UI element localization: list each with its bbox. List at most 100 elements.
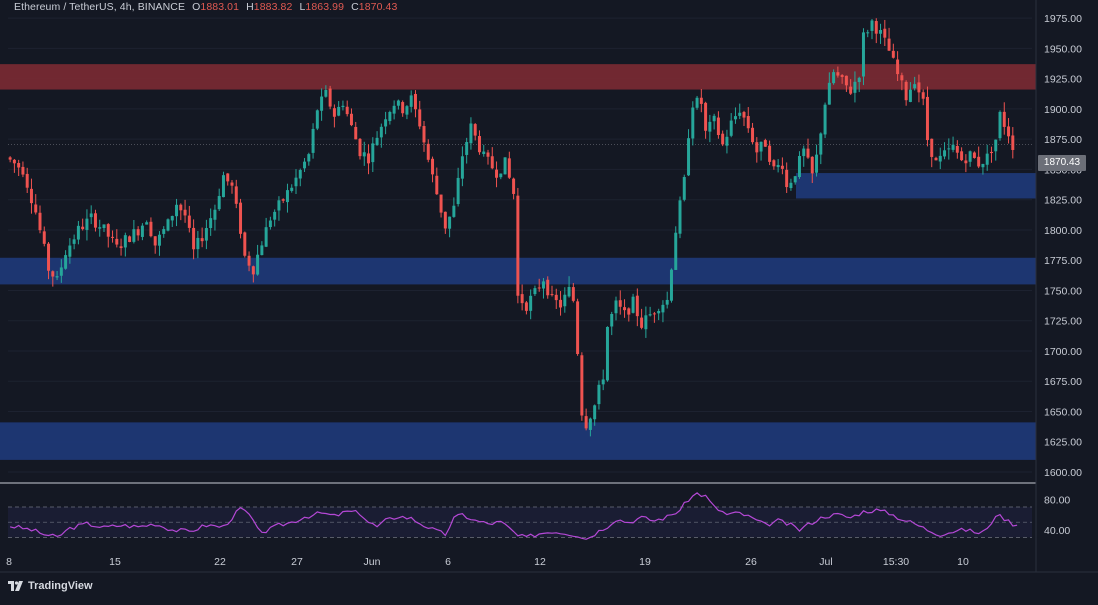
candle-body <box>618 300 622 307</box>
candle-body <box>725 136 729 146</box>
time-tick-label: 12 <box>534 556 546 568</box>
candle-body <box>844 75 848 86</box>
candle-body <box>951 144 955 150</box>
candle-body <box>708 121 712 132</box>
candle-body <box>435 175 439 195</box>
candle-body <box>465 142 469 155</box>
candle-body <box>367 153 371 164</box>
candle-body <box>699 97 703 104</box>
rsi-tick-label: 40.00 <box>1044 525 1070 537</box>
candle-body <box>132 229 136 242</box>
candle-body <box>354 126 358 140</box>
candle-body <box>341 105 345 108</box>
candle-body <box>422 126 426 143</box>
candle-body <box>8 157 12 160</box>
candle-body <box>819 133 823 155</box>
candle-body <box>759 141 763 152</box>
symbol-legend[interactable]: Ethereum / TetherUS, 4h, BINANCE O1883.0… <box>14 1 397 13</box>
candle-body <box>661 304 665 313</box>
candle-body <box>704 102 708 131</box>
candle-body <box>85 218 89 230</box>
candle-body <box>533 288 537 295</box>
open-key: O <box>192 1 201 13</box>
candle-body <box>605 326 609 381</box>
candle-body <box>1002 111 1006 127</box>
candle-body <box>371 143 375 163</box>
candle-body <box>25 173 29 188</box>
candle-body <box>234 186 238 204</box>
axes: 1975.001950.001925.001900.001875.001850.… <box>0 0 1098 573</box>
candle-body <box>21 166 25 175</box>
candle-body <box>571 287 575 301</box>
time-tick-label: 27 <box>291 556 303 568</box>
candle-body <box>669 269 673 301</box>
candle-body <box>866 32 870 34</box>
candle-body <box>149 221 153 237</box>
candle-body <box>593 405 597 420</box>
candle-body <box>981 163 985 168</box>
candle-body <box>832 72 836 84</box>
candle-body <box>311 128 315 153</box>
candle-body <box>68 245 72 257</box>
symbol-title: Ethereum / TetherUS, 4h, BINANCE <box>14 1 186 13</box>
candle-body <box>499 173 503 178</box>
candle-body <box>925 96 929 141</box>
candle-body <box>145 222 149 225</box>
candle-body <box>597 384 601 405</box>
candle-body <box>738 112 742 116</box>
candle-body <box>405 106 409 115</box>
candle-body <box>473 124 477 136</box>
price-tick-label: 1800.00 <box>1044 225 1082 237</box>
candle-body <box>76 225 80 240</box>
candle-body <box>891 50 895 58</box>
candle-body <box>733 116 737 120</box>
candle-body <box>213 209 217 220</box>
candle-body <box>665 299 669 305</box>
candle-body <box>290 187 294 191</box>
candle-body <box>204 228 208 241</box>
price-tick-label: 1775.00 <box>1044 255 1082 267</box>
price-tick-label: 1900.00 <box>1044 104 1082 116</box>
candle-body <box>157 234 161 246</box>
candle-body <box>51 271 55 277</box>
candle-body <box>989 151 993 154</box>
candle-body <box>183 209 187 216</box>
candle-body <box>610 314 614 327</box>
candle-body <box>746 116 750 129</box>
candle-body <box>648 314 652 316</box>
candle-body <box>861 32 865 77</box>
high-key: H <box>246 1 254 13</box>
candle-body <box>900 75 904 81</box>
candle-body <box>682 177 686 200</box>
candle-body <box>904 81 908 101</box>
candle-body <box>601 379 605 385</box>
tradingview-brand[interactable]: TradingView <box>8 580 93 592</box>
candle-body <box>47 243 51 271</box>
candle-body <box>772 160 776 167</box>
candle-body <box>964 160 968 164</box>
candle-body <box>584 416 588 429</box>
candle-body <box>887 38 891 51</box>
candle-body <box>170 215 174 221</box>
candle-body <box>797 155 801 178</box>
time-tick-label: Jul <box>819 556 832 568</box>
candle-body <box>396 100 400 106</box>
candle-body <box>567 286 571 297</box>
candle-body <box>247 255 251 266</box>
candle-body <box>635 295 639 317</box>
price-tick-label: 1975.00 <box>1044 13 1082 25</box>
candle-body <box>512 178 516 194</box>
candle-body <box>324 89 328 97</box>
candle-body <box>332 108 336 117</box>
time-tick-label: 6 <box>445 556 451 568</box>
candle-body <box>674 232 678 270</box>
candle-body <box>755 142 759 153</box>
candle-body <box>495 169 499 178</box>
candle-body <box>431 158 435 175</box>
rsi-panel <box>8 492 1032 540</box>
candle-body <box>537 287 541 289</box>
candle-body <box>217 196 221 210</box>
candle-body <box>98 227 102 229</box>
